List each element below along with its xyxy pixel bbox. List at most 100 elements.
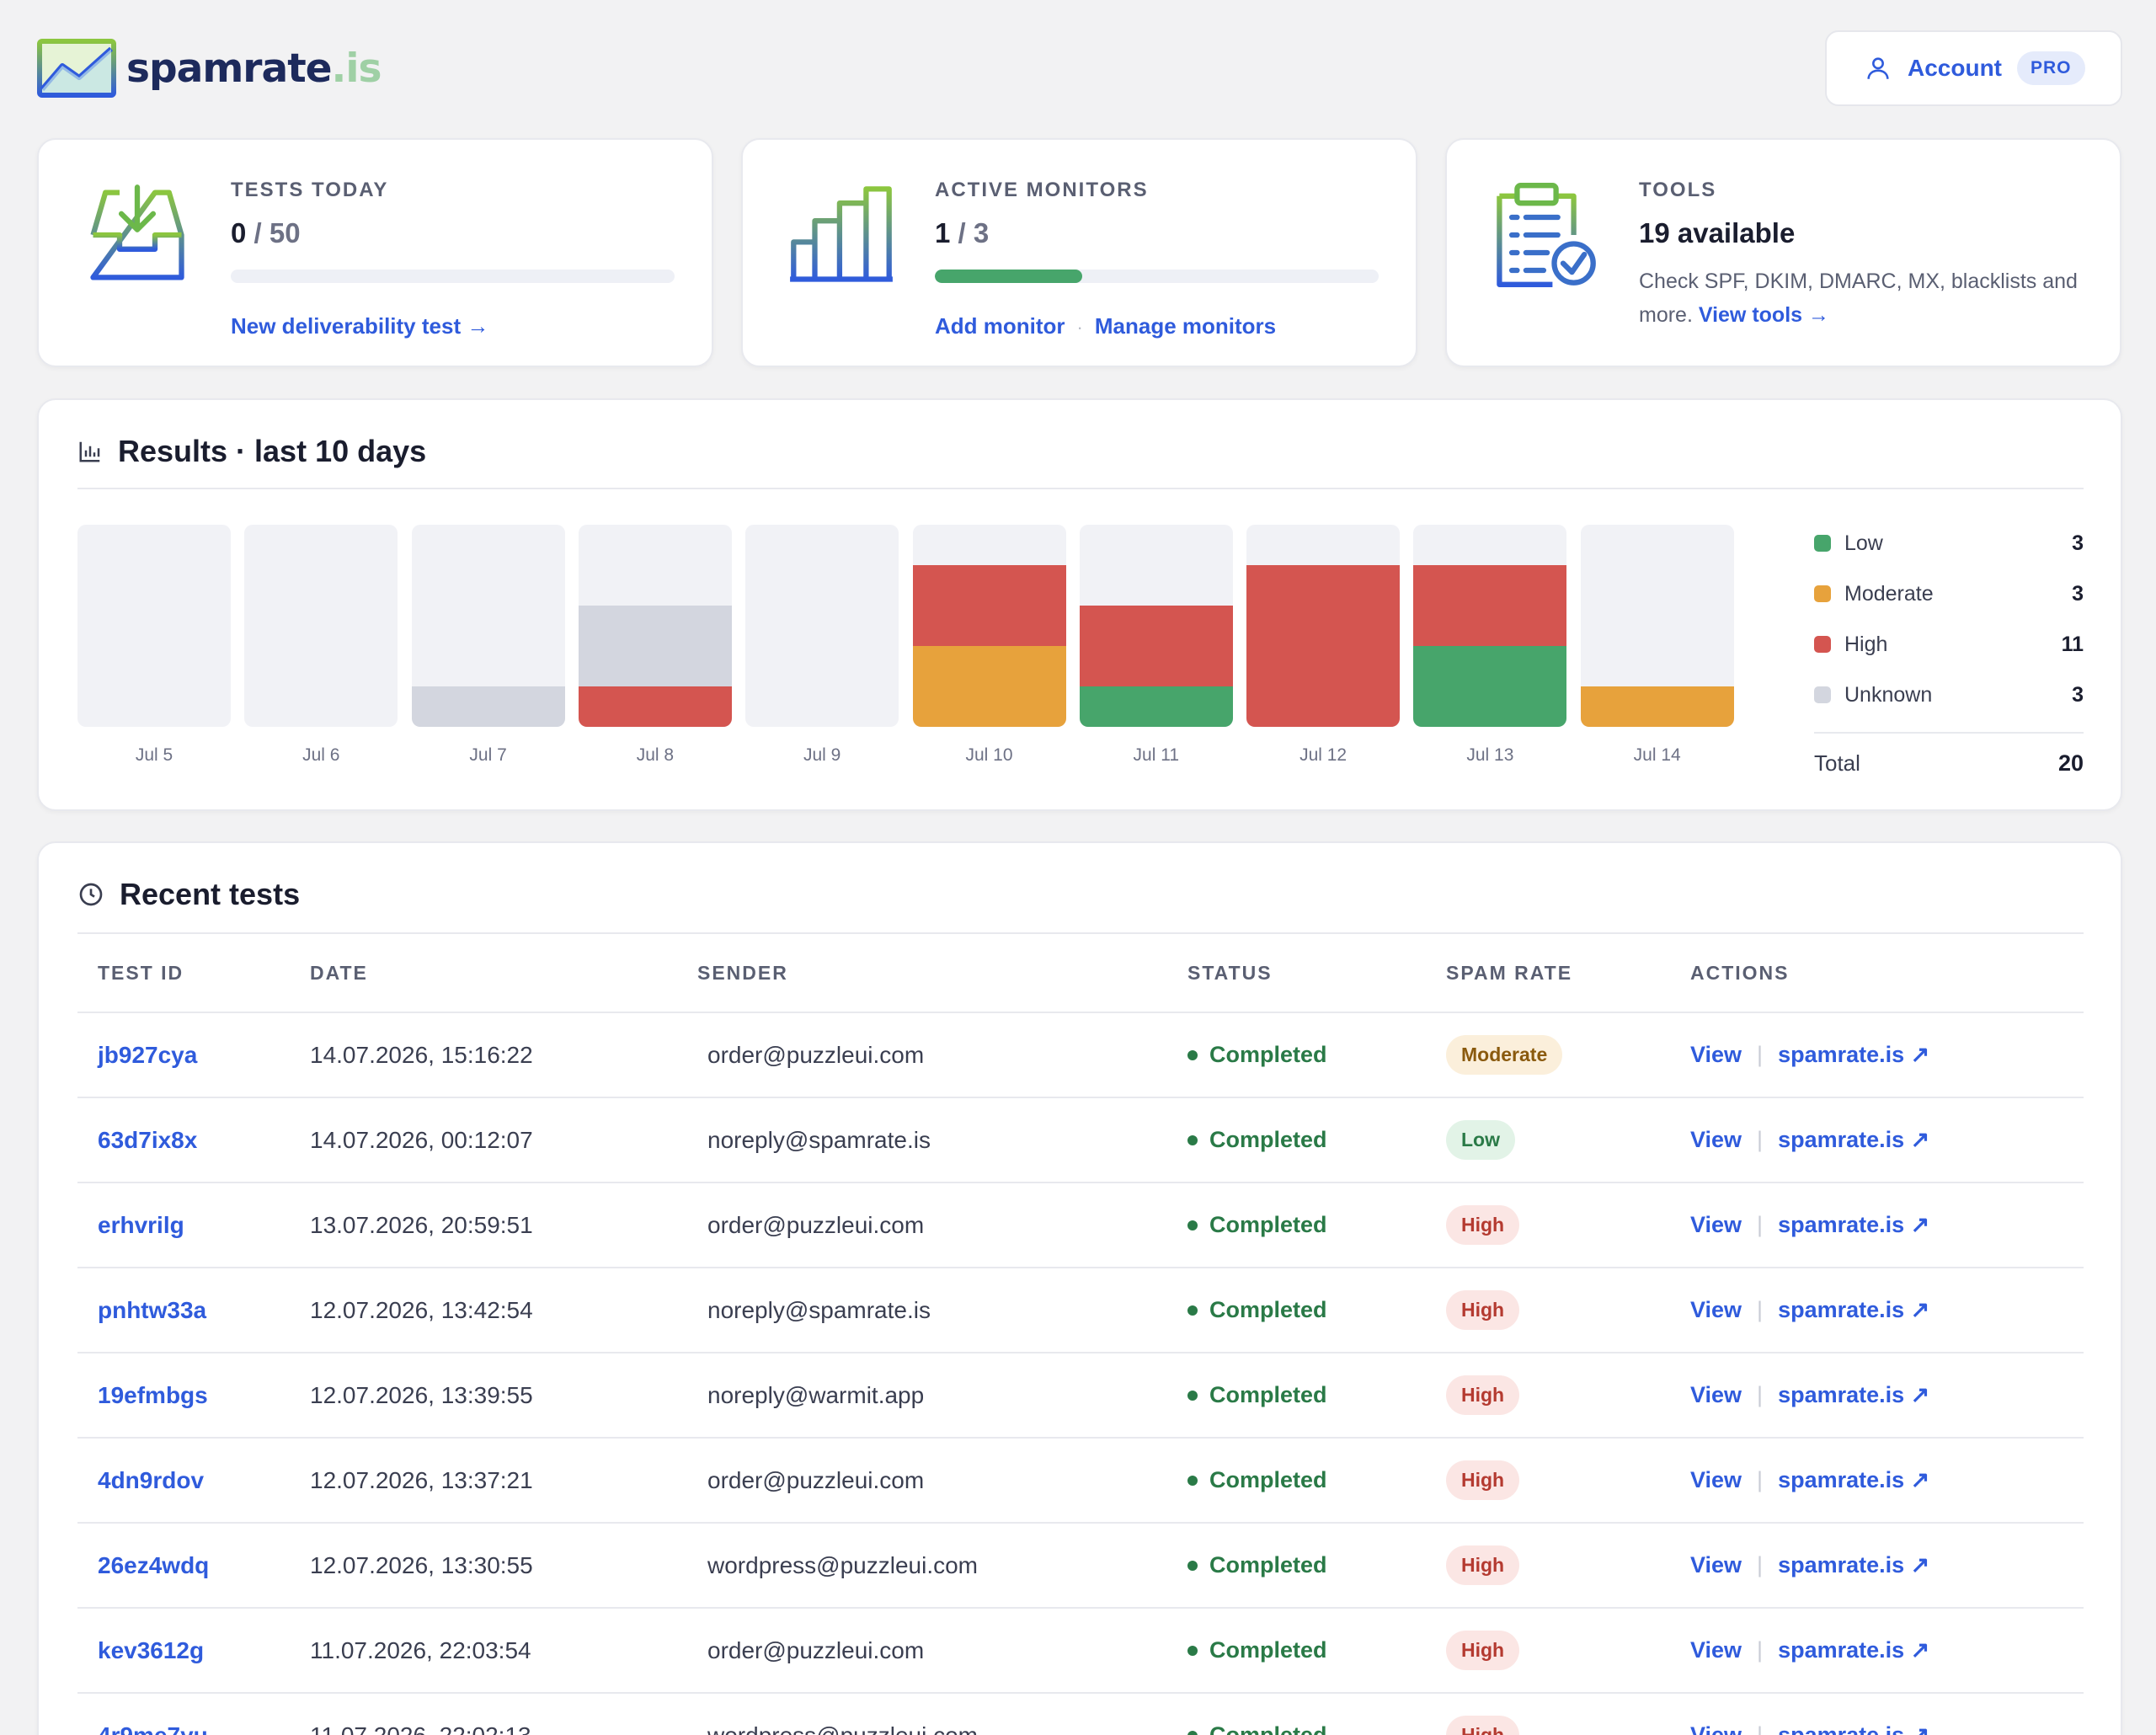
- results-header: Results · last 10 days: [77, 434, 426, 469]
- legend-swatch: [1814, 636, 1831, 653]
- col-date[interactable]: DATE: [310, 961, 368, 984]
- external-link[interactable]: spamrate.is ↗: [1778, 1722, 1930, 1735]
- legend-swatch: [1814, 585, 1831, 602]
- clipboard-check-icon: [1497, 183, 1596, 287]
- col-sender[interactable]: SENDER: [697, 961, 788, 984]
- col-spam-rate[interactable]: SPAM RATE: [1446, 961, 1573, 984]
- bar-column[interactable]: Jul 6: [244, 525, 398, 766]
- tools-value: 19 available: [1639, 217, 1796, 248]
- external-link[interactable]: spamrate.is ↗: [1778, 1552, 1930, 1578]
- spam-rate-badge: High: [1446, 1375, 1520, 1415]
- external-link[interactable]: spamrate.is ↗: [1778, 1297, 1930, 1322]
- test-id-link[interactable]: kev3612g: [98, 1636, 205, 1663]
- col-status[interactable]: STATUS: [1187, 961, 1273, 984]
- view-link[interactable]: View: [1690, 1722, 1742, 1735]
- external-link[interactable]: spamrate.is ↗: [1778, 1212, 1930, 1237]
- external-link[interactable]: spamrate.is ↗: [1778, 1382, 1930, 1407]
- bar-segment-high: [1413, 565, 1567, 646]
- bar-column[interactable]: Jul 14: [1580, 525, 1734, 766]
- bar-label: Jul 9: [803, 745, 841, 765]
- account-button[interactable]: Account PRO: [1825, 30, 2122, 106]
- test-date: 14.07.2026, 15:16:22: [310, 1041, 533, 1068]
- table-row: kev3612g 11.07.2026, 22:03:54 order@puzzle…: [77, 1609, 2084, 1694]
- test-id-link[interactable]: 19efmbgs: [98, 1381, 208, 1408]
- external-link[interactable]: spamrate.is ↗: [1778, 1127, 1930, 1152]
- test-date: 14.07.2026, 00:12:07: [310, 1126, 533, 1153]
- bar-label: Jul 5: [135, 745, 173, 765]
- inbox-download-icon: [90, 184, 184, 280]
- bar-column[interactable]: Jul 9: [745, 525, 899, 766]
- add-monitor-link[interactable]: Add monitor: [935, 313, 1065, 339]
- test-id-link[interactable]: 4dn9rdov: [98, 1466, 205, 1493]
- bar-segment-low: [1079, 686, 1233, 727]
- recent-divider: [77, 932, 2084, 934]
- bar-column[interactable]: Jul 5: [77, 525, 231, 766]
- table-row: 4dn9rdov 12.07.2026, 13:37:21 order@puzzle…: [77, 1439, 2084, 1524]
- status-dot: [1187, 1390, 1198, 1401]
- test-id-link[interactable]: jb927cya: [98, 1041, 198, 1068]
- view-link[interactable]: View: [1690, 1637, 1742, 1663]
- external-link[interactable]: spamrate.is ↗: [1778, 1637, 1930, 1663]
- view-link[interactable]: View: [1690, 1467, 1742, 1492]
- bar-segment-moderate: [912, 646, 1066, 727]
- legend-divider: [1814, 732, 2084, 734]
- view-link[interactable]: View: [1690, 1212, 1742, 1237]
- bar-column[interactable]: Jul 11: [1079, 525, 1233, 766]
- bar-segment-high: [1079, 606, 1233, 686]
- col-test-id[interactable]: TEST ID: [98, 961, 184, 984]
- view-link[interactable]: View: [1690, 1127, 1742, 1152]
- action-separator: |: [1757, 1212, 1764, 1237]
- bar-track: [77, 525, 231, 727]
- status-badge: Completed: [1187, 1127, 1446, 1153]
- status-badge: Completed: [1187, 1552, 1446, 1578]
- action-separator: |: [1757, 1042, 1764, 1067]
- recent-tests-card: Recent tests TEST ID DATE SENDER STATUS …: [37, 841, 2122, 1735]
- action-separator: |: [1757, 1637, 1764, 1663]
- legend-total-count: 20: [2057, 750, 2084, 776]
- test-sender: order@puzzleui.com: [707, 1466, 925, 1493]
- bar-column[interactable]: Jul 12: [1246, 525, 1401, 766]
- external-link[interactable]: spamrate.is ↗: [1778, 1467, 1930, 1492]
- bar-column[interactable]: Jul 7: [411, 525, 565, 766]
- table-row: erhvrilg 13.07.2026, 20:59:51 order@puzzle…: [77, 1183, 2084, 1268]
- view-link[interactable]: View: [1690, 1297, 1742, 1322]
- status-dot: [1187, 1560, 1198, 1571]
- test-date: 13.07.2026, 20:59:51: [310, 1211, 533, 1238]
- action-separator: |: [1757, 1127, 1764, 1152]
- bar-column[interactable]: Jul 10: [912, 525, 1066, 766]
- bar-track: [411, 525, 565, 727]
- test-id-link[interactable]: 26ez4wdq: [98, 1551, 210, 1578]
- test-id-link[interactable]: 4r9me7yu: [98, 1722, 208, 1735]
- bar-column[interactable]: Jul 8: [578, 525, 732, 766]
- spam-rate-badge: High: [1446, 1716, 1520, 1735]
- results-card: Results · last 10 days Jul 5 Jul 6 Jul 7 Ju…: [37, 398, 2122, 811]
- view-link[interactable]: View: [1690, 1382, 1742, 1407]
- account-label: Account: [1908, 55, 2002, 81]
- test-id-link[interactable]: 63d7ix8x: [98, 1126, 198, 1153]
- recent-header: Recent tests: [77, 877, 300, 912]
- test-sender: order@puzzleui.com: [707, 1041, 925, 1068]
- legend-swatch: [1814, 686, 1831, 703]
- manage-monitors-link[interactable]: Manage monitors: [1094, 313, 1277, 339]
- view-tools-link[interactable]: View tools →: [1698, 303, 1829, 327]
- table-row: 63d7ix8x 14.07.2026, 00:12:07 noreply@spam…: [77, 1098, 2084, 1183]
- test-sender: wordpress@puzzleui.com: [707, 1722, 978, 1735]
- test-id-link[interactable]: erhvrilg: [98, 1211, 184, 1238]
- new-test-link[interactable]: New deliverability test →: [231, 313, 489, 339]
- status-badge: Completed: [1187, 1382, 1446, 1408]
- bar-label: Jul 13: [1466, 745, 1514, 765]
- view-link[interactable]: View: [1690, 1042, 1742, 1067]
- tests-today-progress: [231, 270, 675, 283]
- spam-rate-badge: High: [1446, 1205, 1520, 1245]
- table-row: pnhtw33a 12.07.2026, 13:42:54 noreply@spam…: [77, 1268, 2084, 1353]
- external-link[interactable]: spamrate.is ↗: [1778, 1042, 1930, 1067]
- legend-item: Low 3: [1814, 518, 2084, 569]
- test-id-link[interactable]: pnhtw33a: [98, 1296, 207, 1323]
- spam-rate-badge: Low: [1446, 1120, 1515, 1160]
- bar-column[interactable]: Jul 13: [1413, 525, 1567, 766]
- bar-label: Jul 8: [636, 745, 675, 765]
- status-badge: Completed: [1187, 1042, 1446, 1068]
- view-link[interactable]: View: [1690, 1552, 1742, 1578]
- legend-count: 3: [2072, 682, 2084, 707]
- logo[interactable]: spamrate.is: [37, 39, 382, 98]
